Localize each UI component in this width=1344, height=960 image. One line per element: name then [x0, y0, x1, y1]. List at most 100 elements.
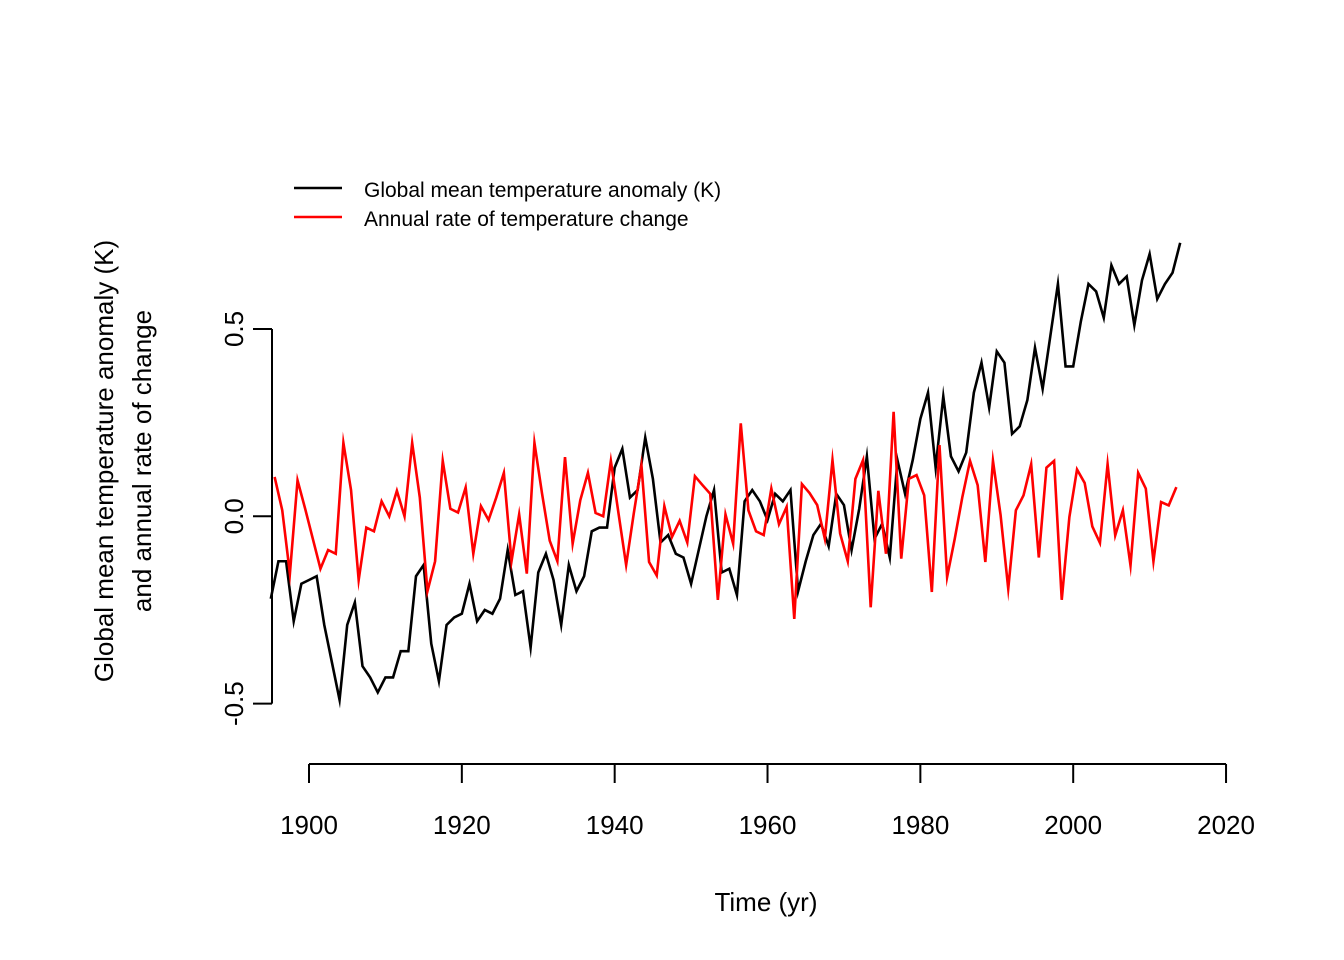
data-point: [354, 601, 356, 603]
data-point: [1110, 264, 1112, 266]
data-point: [1118, 283, 1120, 285]
data-point: [289, 572, 291, 574]
data-point: [1125, 275, 1127, 277]
data-point: [369, 676, 371, 678]
data-point: [892, 411, 894, 413]
data-point: [793, 618, 795, 620]
x-tick-label: 1920: [433, 810, 491, 840]
data-point: [296, 479, 298, 481]
data-point: [640, 464, 642, 466]
data-point: [384, 676, 386, 678]
data-point: [335, 553, 337, 555]
data-point: [1045, 466, 1047, 468]
data-point: [583, 575, 585, 577]
data-point: [644, 436, 646, 438]
data-point: [988, 406, 990, 408]
data-point: [560, 624, 562, 626]
data-point: [327, 549, 329, 551]
legend-label-temperature: Global mean temperature anomaly (K): [364, 179, 721, 202]
data-point: [675, 553, 677, 555]
data-point: [388, 515, 390, 517]
data-point: [717, 599, 719, 601]
data-point: [1064, 365, 1066, 367]
series-layer: [269, 242, 1182, 709]
data-point: [357, 579, 359, 581]
data-point: [300, 583, 302, 585]
y-tick-label: 0.5: [219, 311, 249, 347]
data-point: [908, 478, 910, 480]
data-point: [1003, 361, 1005, 363]
data-point: [1072, 365, 1074, 367]
data-point: [889, 556, 891, 558]
data-point: [319, 568, 321, 570]
data-point: [549, 539, 551, 541]
data-point: [621, 448, 623, 450]
data-point: [346, 624, 348, 626]
data-point: [698, 549, 700, 551]
data-point: [480, 505, 482, 507]
data-point: [445, 624, 447, 626]
data-point: [533, 442, 535, 444]
data-point: [694, 475, 696, 477]
data-point: [1175, 486, 1177, 488]
data-point: [606, 526, 608, 528]
data-point: [472, 553, 474, 555]
data-point: [1164, 283, 1166, 285]
data-point: [564, 456, 566, 458]
data-point: [545, 553, 547, 555]
data-point: [361, 665, 363, 667]
data-point: [1152, 560, 1154, 562]
x-tick-label: 2020: [1197, 810, 1255, 840]
x-tick-label: 1900: [280, 810, 338, 840]
data-point: [598, 526, 600, 528]
data-point: [1049, 335, 1051, 337]
y-tick-label: -0.5: [219, 681, 249, 726]
data-point: [1114, 534, 1116, 536]
data-point: [591, 530, 593, 532]
data-point: [785, 506, 787, 508]
data-point: [1087, 283, 1089, 285]
data-point: [304, 508, 306, 510]
data-point: [1034, 346, 1036, 348]
data-point: [671, 536, 673, 538]
data-point: [1068, 516, 1070, 518]
data-point: [380, 500, 382, 502]
data-point: [1095, 290, 1097, 292]
data-point: [774, 493, 776, 495]
data-point: [1091, 525, 1093, 527]
data-point: [755, 530, 757, 532]
x-axis: 1900 1920 1940 1960 1980 2000 2020: [280, 763, 1255, 840]
data-point: [690, 583, 692, 585]
y-axis: -0.5 0.0 0.5: [219, 311, 273, 726]
data-point: [900, 557, 902, 559]
data-point: [315, 575, 317, 577]
data-point: [904, 493, 906, 495]
data-point: [1015, 509, 1017, 511]
data-point: [652, 478, 654, 480]
data-point: [946, 576, 948, 578]
data-point: [942, 395, 944, 397]
data-point: [438, 680, 440, 682]
data-point: [827, 545, 829, 547]
data-point: [1133, 324, 1135, 326]
data-point: [762, 534, 764, 536]
data-point: [453, 616, 455, 618]
data-point: [625, 564, 627, 566]
data-point: [610, 460, 612, 462]
data-point: [1122, 509, 1124, 511]
data-point: [461, 613, 463, 615]
legend-label-rate: Annual rate of temperature change: [364, 208, 689, 231]
data-point: [613, 466, 615, 468]
data-point: [931, 591, 933, 593]
data-point: [709, 493, 711, 495]
data-point: [602, 515, 604, 517]
data-point: [594, 512, 596, 514]
x-tick-label: 1940: [586, 810, 644, 840]
data-point: [885, 553, 887, 555]
data-point: [858, 508, 860, 510]
data-point: [587, 472, 589, 474]
data-point: [869, 606, 871, 608]
data-point: [919, 418, 921, 420]
data-point: [1061, 599, 1063, 601]
